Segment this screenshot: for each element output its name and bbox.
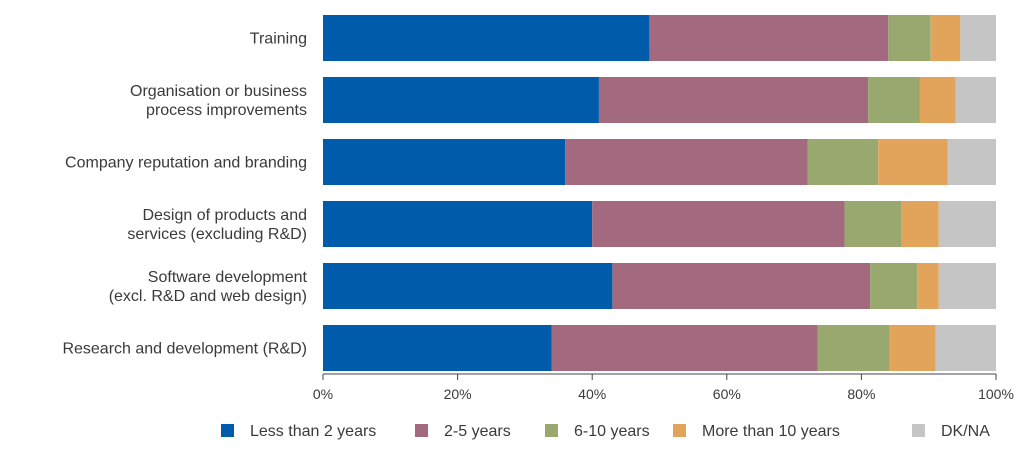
category-label-2: Organisation or business process improvem… [130,83,307,119]
x-tick-label: 40% [578,386,606,402]
bar-segment-3-series-5 [947,139,996,185]
bar-segment-4-series-5 [938,201,996,247]
category-label-line: services (excluding R&D) [127,226,307,243]
legend-swatch [415,424,428,437]
bar-segment-3-series-4 [878,139,948,185]
legend-label: More than 10 years [702,423,840,440]
bar-segment-6-series-2 [551,325,818,371]
x-tick-label: 20% [444,386,472,402]
bar-segment-3-series-3 [807,139,879,185]
bars-layer [323,15,996,371]
bar-segment-4-series-1 [323,201,593,247]
category-label-4: Design of products and services (excludin… [127,207,307,243]
bar-segment-5-series-4 [917,263,939,309]
category-label-line: process improvements [146,102,307,119]
category-label-6: Research and development (R&D) [62,341,307,358]
legend-label: 6-10 years [574,423,650,440]
bar-segment-1-series-4 [930,15,961,61]
x-tick-label: 0% [313,386,333,402]
legend-swatch [912,424,925,437]
legend-label: Less than 2 years [250,423,376,440]
category-label-line: Company reputation and branding [65,155,307,172]
bar-segment-4-series-2 [592,201,845,247]
legend-label: DK/NA [941,423,990,440]
bar-segment-6-series-3 [817,325,890,371]
category-label-line: Research and development (R&D) [62,341,307,358]
bar-segment-2-series-5 [955,77,996,123]
bar-segment-5-series-1 [323,263,613,309]
legend-label: 2-5 years [444,423,511,440]
category-label-line: Training [250,31,307,48]
bar-segment-1-series-3 [888,15,931,61]
category-label-line: Software development [148,269,308,286]
x-axis: 0% 20% 40% 60% 80% 100% [313,373,1014,402]
bar-segment-4-series-4 [901,201,939,247]
legend: Less than 2 years 2-5 years 6-10 years More… [221,423,990,440]
bar-segment-6-series-4 [889,325,936,371]
category-label-line: Design of products and [142,207,307,224]
bar-segment-6-series-1 [323,325,552,371]
category-label-5: Software development (excl. R&D and web d… [109,269,308,305]
bar-segment-1-series-1 [323,15,650,61]
bar-segment-2-series-4 [919,77,956,123]
bar-segment-4-series-3 [844,201,902,247]
legend-swatch [221,424,234,437]
x-tick-label: 60% [713,386,741,402]
category-label-line: (excl. R&D and web design) [109,288,307,305]
bar-segment-5-series-3 [870,263,918,309]
bar-segment-3-series-2 [565,139,808,185]
legend-swatch [673,424,686,437]
category-labels: Training Organisation or business process … [62,31,307,358]
x-tick-label: 100% [978,386,1014,402]
bar-segment-5-series-2 [612,263,871,309]
legend-swatch [545,424,558,437]
bar-segment-1-series-5 [960,15,996,61]
category-label-1: Training [250,31,307,48]
x-tick-label: 80% [847,386,875,402]
bar-segment-3-series-1 [323,139,566,185]
bar-segment-5-series-5 [938,263,996,309]
category-label-line: Organisation or business [130,83,307,100]
bar-segment-6-series-5 [935,325,996,371]
bar-segment-1-series-2 [649,15,889,61]
category-label-3: Company reputation and branding [65,155,307,172]
bar-segment-2-series-1 [323,77,599,123]
bar-segment-2-series-3 [868,77,920,123]
bar-segment-2-series-2 [598,77,869,123]
